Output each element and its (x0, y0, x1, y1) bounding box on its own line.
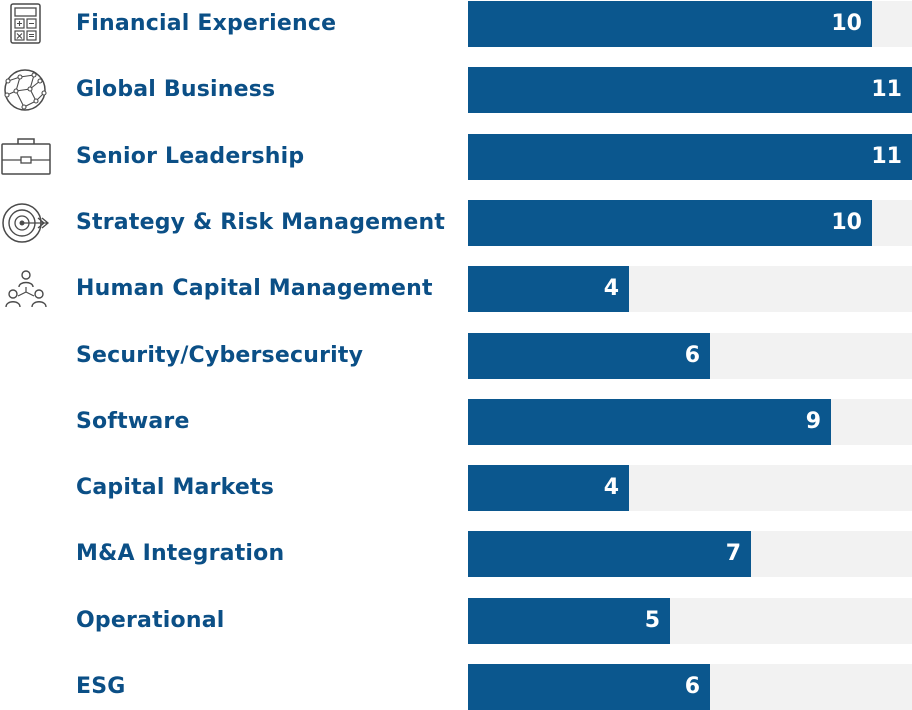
calculator-icon (0, 1, 52, 47)
chart-row: Strategy & Risk Management 10 (0, 200, 912, 246)
chart-row: Human Capital Management 4 (0, 266, 912, 312)
data-label: 4 (603, 475, 619, 500)
category-label: Strategy & Risk Management (76, 210, 446, 235)
people-org-icon (0, 266, 52, 312)
chart-row: M&A Integration 7 (0, 531, 912, 577)
bar-track: 10 (468, 200, 912, 246)
bar (468, 465, 629, 511)
category-label: Global Business (76, 77, 276, 102)
data-label: 9 (805, 409, 821, 434)
target-icon (0, 200, 52, 246)
data-label: 6 (684, 343, 700, 368)
bar (468, 134, 912, 180)
chart-row: Software 9 (0, 399, 912, 445)
data-label: 5 (644, 608, 660, 633)
bar (468, 67, 912, 113)
bar (468, 664, 710, 710)
data-label: 6 (684, 674, 700, 699)
bar-track: 9 (468, 399, 912, 445)
chart-row: Security/Cybersecurity 6 (0, 333, 912, 379)
bar-track: 4 (468, 266, 912, 312)
data-label: 11 (871, 77, 902, 102)
data-label: 10 (831, 11, 862, 36)
bar-track: 7 (468, 531, 912, 577)
data-label: 11 (871, 144, 902, 169)
bar (468, 200, 872, 246)
bar (468, 531, 751, 577)
data-label: 4 (603, 276, 619, 301)
category-label: Senior Leadership (76, 144, 305, 169)
data-label: 7 (725, 541, 741, 566)
chart-row: Financial Experience 10 (0, 1, 912, 47)
bar-track: 11 (468, 67, 912, 113)
bar (468, 266, 629, 312)
category-label: ESG (76, 674, 126, 699)
bar-track: 10 (468, 1, 912, 47)
category-label: Capital Markets (76, 475, 275, 500)
bar (468, 1, 872, 47)
chart-row: Senior Leadership 11 (0, 134, 912, 180)
category-label: M&A Integration (76, 541, 285, 566)
category-label: Financial Experience (76, 11, 337, 36)
bar-track: 4 (468, 465, 912, 511)
bar (468, 333, 710, 379)
globe-network-icon (0, 67, 52, 113)
bar-track: 5 (468, 598, 912, 644)
category-label: Human Capital Management (76, 276, 433, 301)
bar-track: 11 (468, 134, 912, 180)
chart-row: ESG 6 (0, 664, 912, 710)
bar (468, 598, 670, 644)
briefcase-icon (0, 134, 52, 180)
chart-row: Operational 5 (0, 598, 912, 644)
category-label: Operational (76, 608, 225, 633)
category-label: Software (76, 409, 190, 434)
category-label: Security/Cybersecurity (76, 343, 364, 368)
chart-row: Capital Markets 4 (0, 465, 912, 511)
data-label: 10 (831, 210, 862, 235)
chart-row: Global Business 11 (0, 67, 912, 113)
bar (468, 399, 831, 445)
bar-track: 6 (468, 664, 912, 710)
bar-track: 6 (468, 333, 912, 379)
